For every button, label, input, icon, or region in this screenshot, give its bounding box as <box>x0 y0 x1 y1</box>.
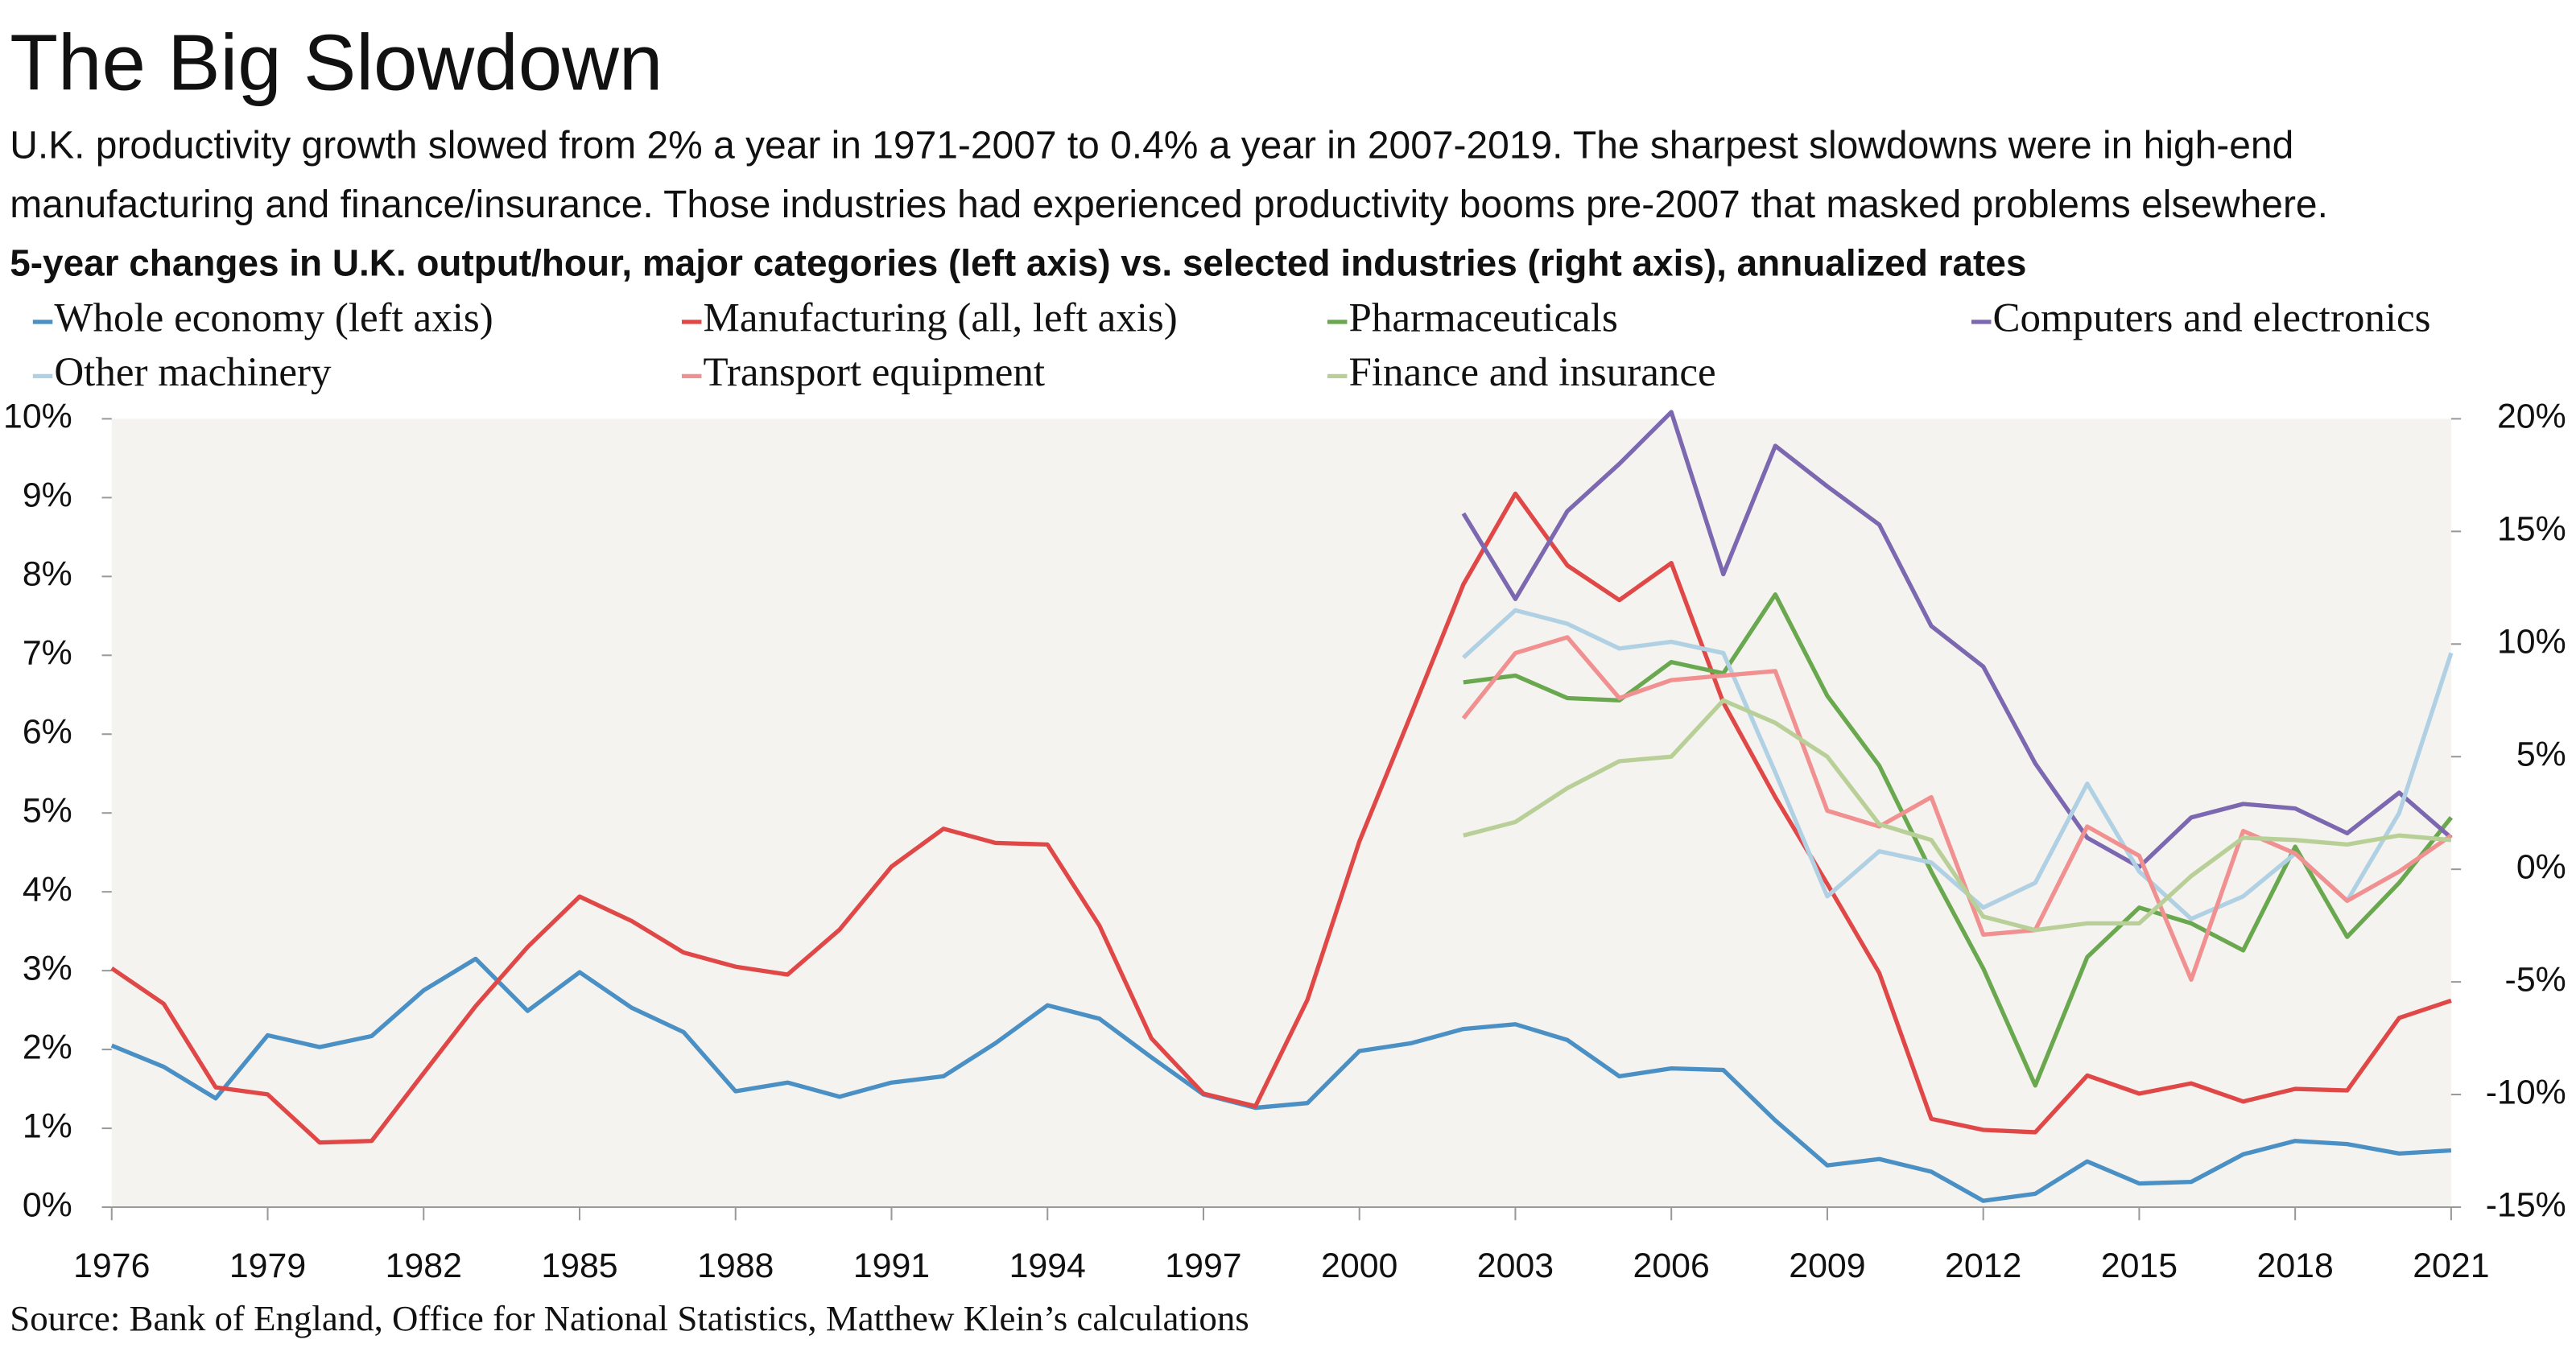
series-line <box>110 956 2452 1203</box>
x-tick-label: 1997 <box>1165 1247 1241 1285</box>
x-tick-label: 1994 <box>1009 1247 1086 1285</box>
legend-label: Computers and electronics <box>1993 296 2431 341</box>
series-line <box>1461 410 2453 870</box>
y2-tick-label: 10% <box>2497 623 2566 662</box>
y2-tick-label: 20% <box>2497 398 2566 436</box>
x-tick-label: 1988 <box>697 1247 774 1285</box>
x-tick-label: 2015 <box>2101 1247 2178 1285</box>
x-tick-label: 2012 <box>1945 1247 2021 1285</box>
y2-tick-label: -15% <box>2486 1185 2566 1224</box>
series-line <box>1461 635 2453 982</box>
legend-label: Pharmaceuticals <box>1349 296 1618 341</box>
x-tick-label: 2006 <box>1633 1247 1710 1285</box>
legend-label: Whole economy (left axis) <box>54 296 493 341</box>
y2-tick-label: -5% <box>2505 960 2566 999</box>
y-tick-label: 8% <box>23 555 72 594</box>
x-tick-label: 2021 <box>2413 1247 2489 1285</box>
legend-label: Manufacturing (all, left axis) <box>703 296 1177 341</box>
subtitle: manufacturing and finance/insurance. Tho… <box>10 183 2328 226</box>
legend-label: Other machinery <box>54 350 332 395</box>
plot-area <box>111 418 2451 1207</box>
y-tick-label: 6% <box>23 713 72 752</box>
x-tick-label: 2009 <box>1789 1247 1865 1285</box>
x-tick-label: 1991 <box>853 1247 930 1285</box>
legend-label: Finance and insurance <box>1349 350 1716 395</box>
y-tick-label: 4% <box>23 870 72 909</box>
x-tick-label: 1979 <box>229 1247 306 1285</box>
x-tick-label: 2000 <box>1321 1247 1397 1285</box>
series-line <box>1462 608 2454 921</box>
legend-label: Transport equipment <box>703 350 1045 395</box>
y2-tick-label: 15% <box>2497 510 2566 549</box>
subtitle: U.K. productivity growth slowed from 2% … <box>10 124 2293 167</box>
y-tick-label: 0% <box>23 1185 72 1224</box>
y-tick-label: 3% <box>23 949 72 987</box>
chart-title: The Big Slowdown <box>10 19 663 107</box>
chart-subtitle: 5-year changes in U.K. output/hour, majo… <box>10 242 2026 284</box>
y2-tick-label: 5% <box>2516 736 2566 774</box>
x-tick-label: 2003 <box>1477 1247 1554 1285</box>
y2-tick-label: 0% <box>2516 847 2566 886</box>
y-tick-label: 1% <box>23 1107 72 1145</box>
x-tick-label: 1976 <box>73 1247 150 1285</box>
y-tick-label: 9% <box>23 476 72 515</box>
x-tick-label: 1982 <box>386 1247 462 1285</box>
x-tick-label: 2018 <box>2257 1247 2334 1285</box>
y2-tick-label: -10% <box>2486 1073 2566 1111</box>
source: Source: Bank of England, Office for Nati… <box>10 1298 1249 1338</box>
y-tick-label: 5% <box>23 792 72 831</box>
y-tick-label: 10% <box>3 398 72 436</box>
y-tick-label: 7% <box>23 634 72 673</box>
x-tick-label: 1985 <box>541 1247 617 1285</box>
series-line <box>110 491 2452 1145</box>
y-tick-label: 2% <box>23 1028 72 1066</box>
series-line <box>1463 698 2452 933</box>
